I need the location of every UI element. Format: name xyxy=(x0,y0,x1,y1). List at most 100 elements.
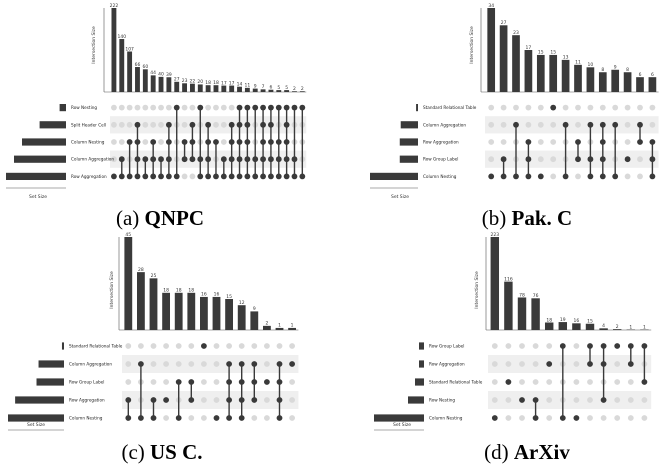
intersection-label: 20 xyxy=(197,79,203,85)
intersection-label: 2 xyxy=(265,321,268,327)
matrix-dot-empty xyxy=(500,139,507,145)
matrix-dot-empty xyxy=(289,343,295,349)
matrix-dot-empty xyxy=(150,104,157,111)
matrix-dot-filled xyxy=(525,173,532,180)
matrix-dot-empty xyxy=(573,343,580,349)
intersection-label: 15 xyxy=(550,50,556,56)
intersection-label: 2 xyxy=(616,324,619,330)
matrix-dot-empty xyxy=(599,104,606,111)
set-label: Column Nesting xyxy=(71,140,105,145)
matrix-dot-filled xyxy=(260,156,266,163)
matrix-dot-empty xyxy=(189,173,196,180)
set-size-bar xyxy=(399,138,418,146)
matrix-dot-filled xyxy=(150,415,157,421)
matrix-dot-filled xyxy=(134,156,141,163)
matrix-dot-empty xyxy=(641,397,648,403)
matrix-dot-filled xyxy=(275,173,282,180)
intersection-label: 78 xyxy=(519,292,525,298)
matrix-dot-empty xyxy=(537,104,544,111)
set-size-bar xyxy=(374,414,424,422)
matrix-dot-filled xyxy=(226,397,233,403)
intersection-label: 2 xyxy=(293,86,296,92)
matrix-dot-filled xyxy=(546,361,553,367)
matrix-dot-empty xyxy=(163,379,170,385)
intersection-label: 16 xyxy=(214,292,220,298)
matrix-dot-filled xyxy=(505,379,512,385)
intersection-label: 18 xyxy=(163,288,169,294)
matrix-dot-filled xyxy=(158,156,164,163)
matrix-dot-empty xyxy=(491,397,498,403)
matrix-dot-empty xyxy=(550,156,557,163)
matrix-dot-filled xyxy=(165,173,172,180)
set-label: Column Aggregation xyxy=(69,362,112,367)
matrix-dot-empty xyxy=(612,104,619,111)
matrix-dot-filled xyxy=(599,156,606,163)
matrix-dot-filled xyxy=(559,343,566,349)
intersection-label: 18 xyxy=(213,80,219,86)
matrix-dot-empty xyxy=(519,379,525,385)
intersection-bar xyxy=(524,50,533,92)
matrix-dot-empty xyxy=(188,343,195,349)
intersection-label: 15 xyxy=(226,294,232,300)
matrix-dot-empty xyxy=(181,104,188,111)
matrix-dot-empty xyxy=(491,361,498,367)
intersection-bar xyxy=(586,67,595,92)
matrix-dot-filled xyxy=(226,415,233,421)
intersection-bar xyxy=(636,77,644,92)
matrix-dot-filled xyxy=(197,156,204,163)
matrix-dot-empty xyxy=(264,415,270,421)
matrix-dot-filled xyxy=(189,121,196,128)
matrix-dot-empty xyxy=(163,415,170,421)
matrix-dot-filled xyxy=(587,121,594,128)
matrix-dot-filled xyxy=(525,156,532,163)
matrix-dot-empty xyxy=(649,121,656,128)
intersection-label: 5 xyxy=(277,85,280,91)
matrix-dot-filled xyxy=(142,156,149,163)
matrix-dot-filled xyxy=(251,397,258,403)
set-label: Row Group Label xyxy=(69,380,104,385)
intersection-label: 17 xyxy=(526,45,532,51)
intersection-label: 39 xyxy=(166,72,172,78)
matrix-dot-filled xyxy=(150,173,157,180)
matrix-dot-empty xyxy=(624,173,631,180)
matrix-dot-filled xyxy=(205,121,212,128)
matrix-dot-filled xyxy=(150,139,157,145)
caption-prefix: (d) xyxy=(484,440,514,464)
matrix-dot-filled xyxy=(189,139,196,145)
matrix-dot-filled xyxy=(614,343,621,349)
matrix-dot-filled xyxy=(612,173,619,180)
matrix-dot-empty xyxy=(537,139,544,145)
intersection-label: 107 xyxy=(125,46,134,52)
matrix-dot-filled xyxy=(201,343,207,349)
matrix-dot-empty xyxy=(238,343,245,349)
matrix-dot-filled xyxy=(189,156,196,163)
intersection-bar xyxy=(225,299,234,330)
matrix-dot-empty xyxy=(201,361,207,367)
matrix-dot-filled xyxy=(165,156,172,163)
matrix-dot-empty xyxy=(205,104,212,111)
matrix-dot-filled xyxy=(236,156,243,163)
matrix-dot-filled xyxy=(175,379,182,385)
matrix-dot-empty xyxy=(264,361,270,367)
matrix-dot-empty xyxy=(573,379,580,385)
intersection-bar xyxy=(187,292,196,330)
matrix-dot-empty xyxy=(550,121,557,128)
set-label: Column Nesting xyxy=(423,174,457,179)
intersection-bar xyxy=(504,281,513,330)
matrix-dot-filled xyxy=(213,173,219,180)
intersection-bar xyxy=(598,72,607,92)
matrix-row-band xyxy=(122,391,299,409)
matrix-dot-filled xyxy=(532,415,539,421)
matrix-dot-empty xyxy=(537,121,544,128)
matrix-dot-empty xyxy=(519,415,525,421)
matrix-dot-empty xyxy=(289,397,295,403)
matrix-row-band xyxy=(485,150,659,168)
intersection-bar xyxy=(544,322,554,330)
matrix-dot-filled xyxy=(205,173,212,180)
matrix-dot-filled xyxy=(559,415,566,421)
matrix-dot-filled xyxy=(252,173,259,180)
matrix-dot-filled xyxy=(181,156,188,163)
intersection-label: 28 xyxy=(138,267,144,273)
matrix-dot-empty xyxy=(220,139,227,145)
matrix-dot-empty xyxy=(624,139,631,145)
